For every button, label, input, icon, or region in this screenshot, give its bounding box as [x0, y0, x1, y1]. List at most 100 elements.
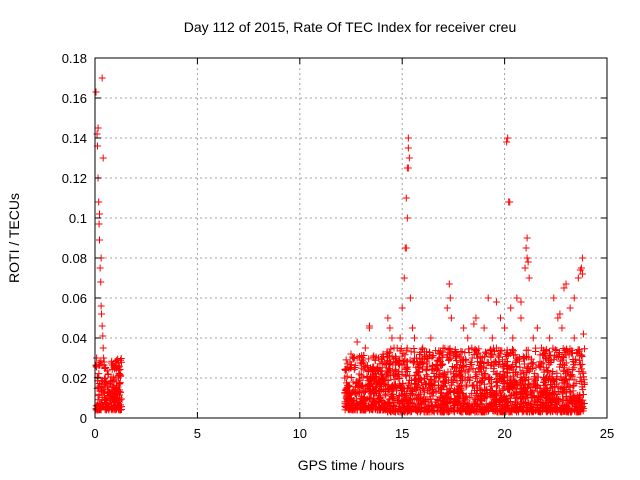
data-point: [471, 386, 479, 394]
data-point: [365, 388, 373, 396]
data-point: [400, 274, 408, 282]
data-point: [408, 390, 416, 398]
data-point: [543, 367, 551, 375]
data-point: [455, 395, 463, 403]
data-point: [507, 376, 515, 384]
data-point: [513, 294, 521, 302]
data-point: [493, 408, 501, 416]
data-point: [414, 408, 422, 416]
data-point: [363, 374, 371, 382]
data-point: [477, 358, 485, 366]
chart-title: Day 112 of 2015, Rate Of TEC Index for r…: [184, 19, 517, 35]
data-point: [110, 396, 118, 404]
data-point: [381, 391, 389, 399]
data-point: [406, 403, 414, 411]
data-point: [511, 359, 519, 367]
data-point: [512, 379, 520, 387]
data-point: [398, 304, 406, 312]
data-point: [483, 358, 491, 366]
data-point: [508, 391, 516, 399]
data-point: [429, 352, 437, 360]
data-point: [429, 392, 437, 400]
data-point: [357, 382, 365, 390]
data-point: [578, 254, 586, 262]
data-point: [384, 314, 392, 322]
data-point: [351, 390, 359, 398]
data-point: [389, 371, 397, 379]
data-point: [579, 390, 587, 398]
data-point: [547, 351, 555, 359]
data-point: [570, 334, 578, 342]
data-point: [498, 347, 506, 355]
data-point: [511, 378, 519, 386]
data-point: [355, 370, 363, 378]
data-point: [512, 357, 520, 365]
data-point: [542, 405, 550, 413]
data-point: [442, 373, 450, 381]
data-point: [423, 358, 431, 366]
data-point: [520, 370, 528, 378]
data-point: [384, 350, 392, 358]
data-point: [359, 360, 367, 368]
data-point: [568, 346, 576, 354]
data-point: [443, 389, 451, 397]
data-point: [116, 398, 124, 406]
data-point: [117, 401, 125, 409]
data-point: [422, 380, 430, 388]
data-point: [470, 351, 478, 359]
data-point: [94, 124, 102, 132]
data-point: [359, 373, 367, 381]
data-point: [350, 365, 358, 373]
data-point: [506, 198, 514, 206]
data-point: [501, 383, 509, 391]
x-tick-label: 25: [600, 426, 614, 441]
data-point: [468, 389, 476, 397]
data-point: [422, 366, 430, 374]
data-point: [382, 360, 390, 368]
data-point: [477, 365, 485, 373]
data-point: [432, 387, 440, 395]
data-point: [460, 324, 468, 332]
x-axis-label: GPS time / hours: [298, 457, 405, 473]
data-point: [460, 394, 468, 402]
data-point: [525, 367, 533, 375]
data-point: [524, 380, 532, 388]
data-point: [478, 408, 486, 416]
data-point: [96, 399, 104, 407]
data-point: [533, 324, 541, 332]
data-point: [494, 352, 502, 360]
data-point: [95, 370, 103, 378]
data-point: [370, 352, 378, 360]
data-point: [537, 360, 545, 368]
data-point: [382, 373, 390, 381]
data-point: [453, 377, 461, 385]
data-point: [454, 382, 462, 390]
data-point: [490, 407, 498, 415]
data-point: [431, 398, 439, 406]
data-point: [388, 353, 396, 361]
data-point: [390, 384, 398, 392]
data-point: [547, 380, 555, 388]
data-point: [386, 324, 394, 332]
data-point: [462, 357, 470, 365]
data-point: [95, 198, 103, 206]
y-tick-label: 0: [80, 411, 87, 426]
data-point: [518, 403, 526, 411]
data-point: [461, 395, 469, 403]
data-point: [531, 369, 539, 377]
data-point: [451, 354, 459, 362]
data-point: [468, 344, 476, 352]
data-point: [414, 395, 422, 403]
data-point: [543, 394, 551, 402]
data-point: [457, 408, 465, 416]
data-point: [436, 358, 444, 366]
data-point: [402, 358, 410, 366]
data-point: [394, 358, 402, 366]
data-point: [417, 390, 425, 398]
data-point: [393, 396, 401, 404]
data-point: [521, 394, 529, 402]
data-point: [356, 359, 364, 367]
data-point: [404, 134, 412, 142]
data-point: [574, 346, 582, 354]
